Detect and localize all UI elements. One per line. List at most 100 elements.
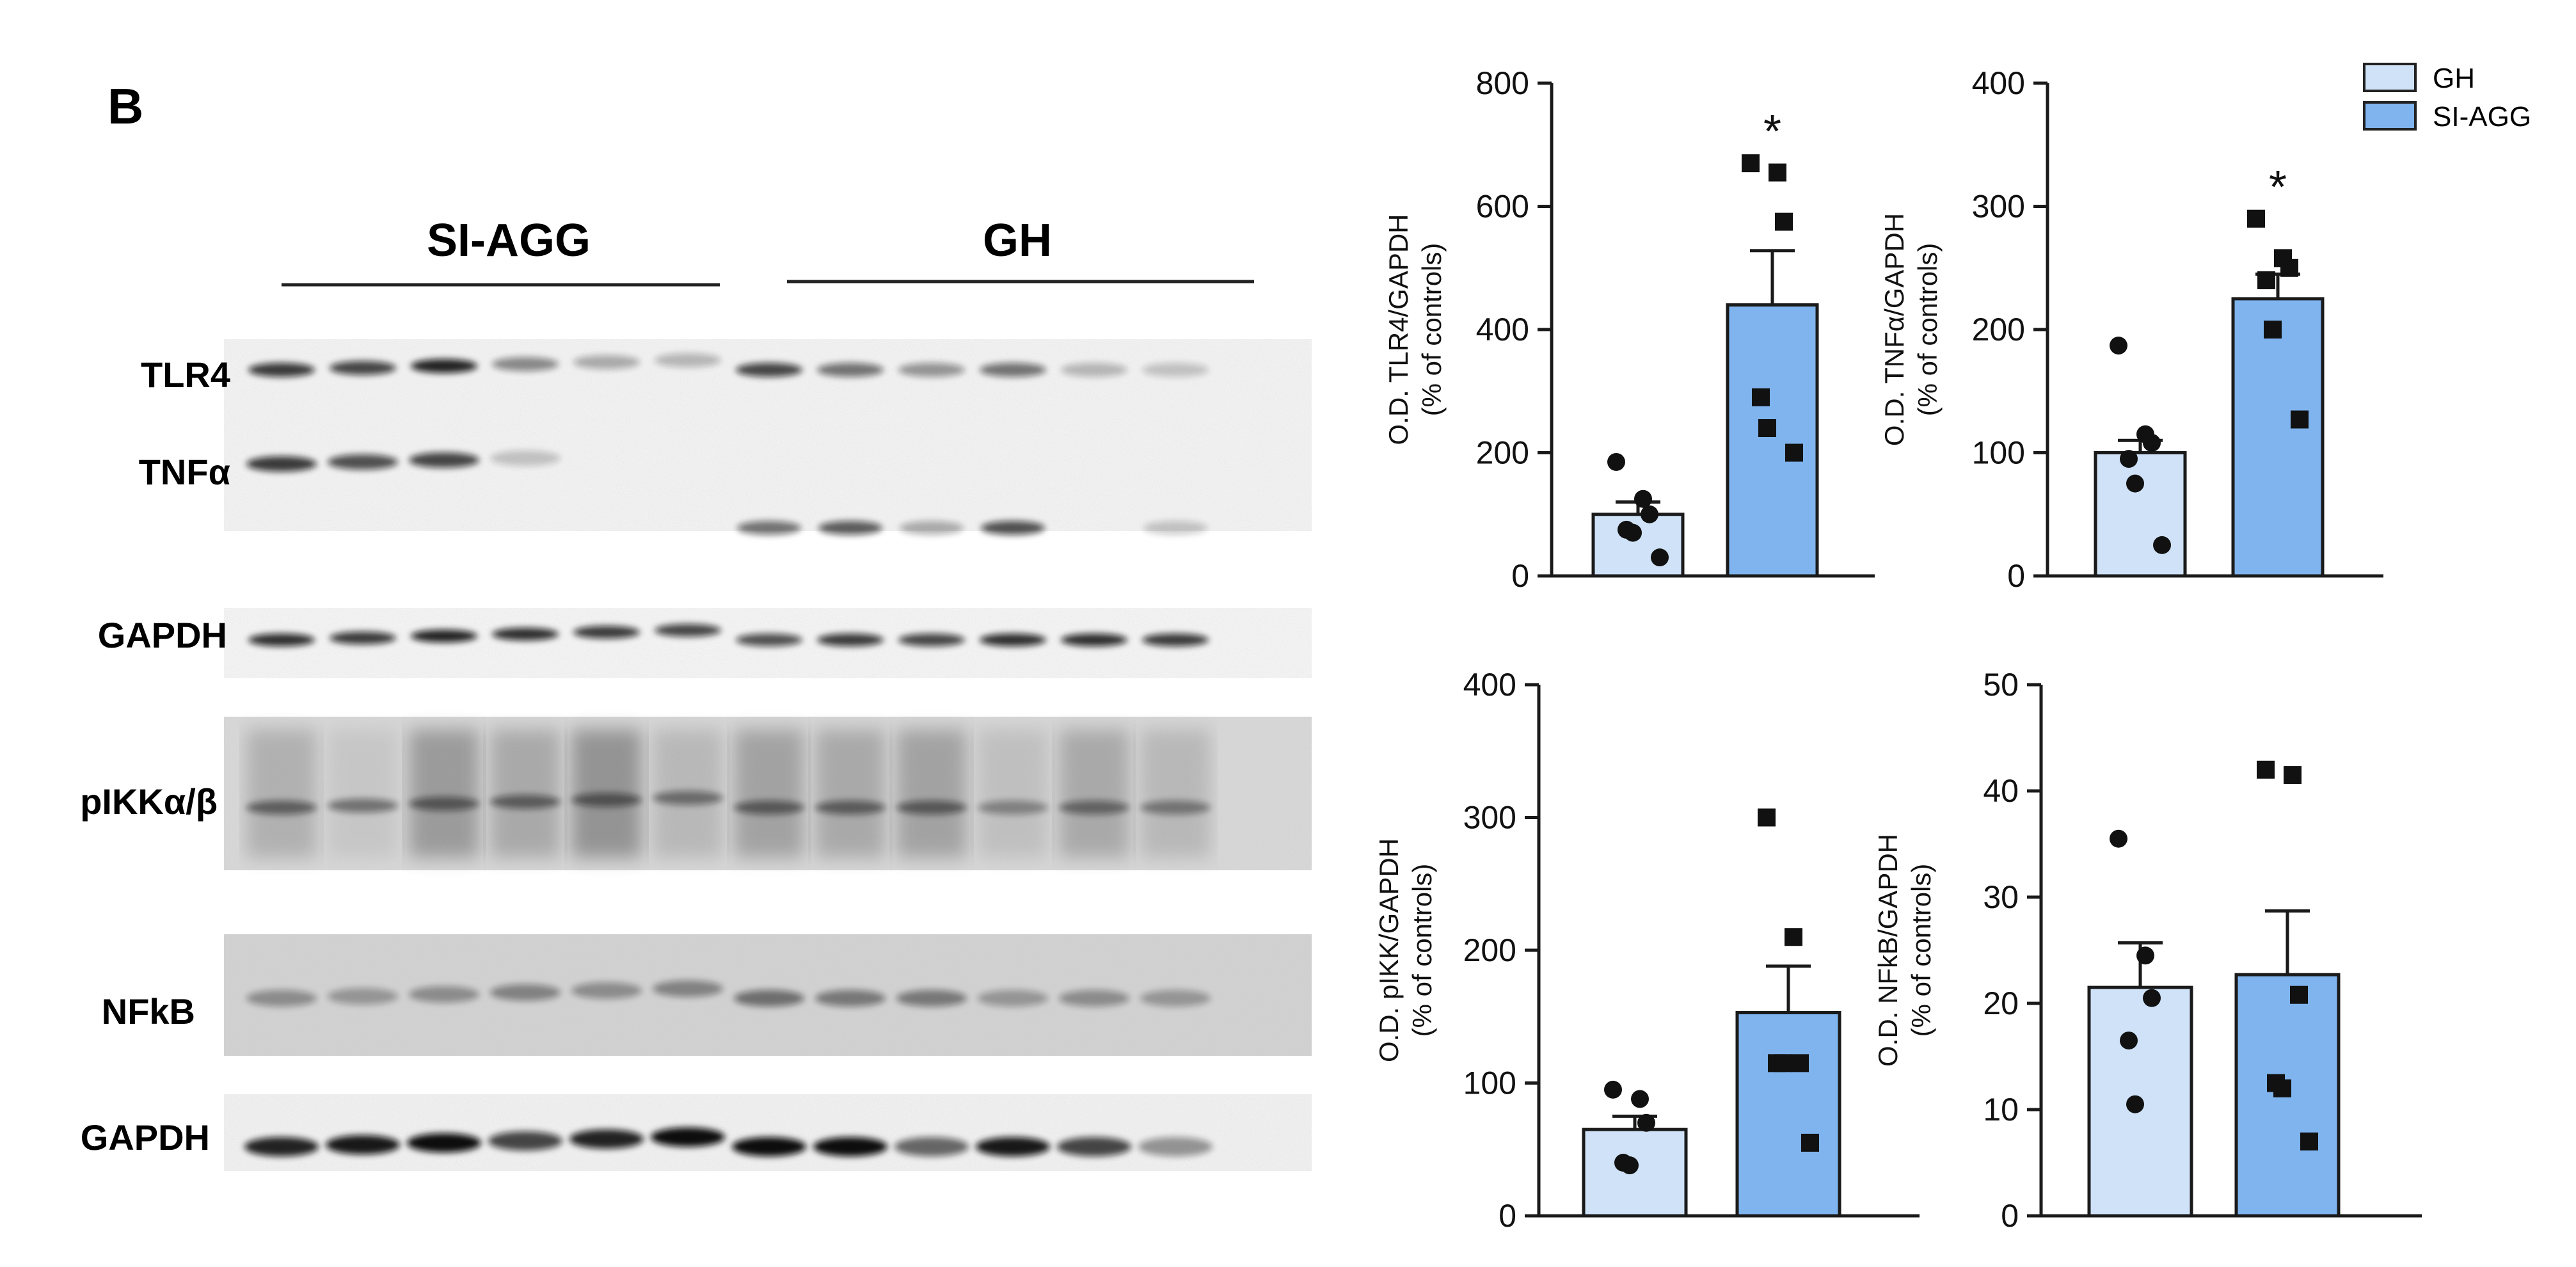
data-point xyxy=(1775,212,1793,231)
band-tnfa xyxy=(490,450,561,466)
data-point xyxy=(2110,337,2127,355)
band-gapdh-2 xyxy=(1138,1137,1212,1156)
y-tick-label: 800 xyxy=(1476,65,1529,101)
y-tick-label: 200 xyxy=(1463,932,1516,968)
band-tnfa xyxy=(737,521,801,535)
legend-swatch-siagg xyxy=(2363,101,2417,131)
band-pikk xyxy=(490,795,561,809)
bar-siagg xyxy=(1726,303,1819,578)
data-point xyxy=(2300,1132,2318,1151)
y-axis-label: O.D. TNFα/GAPDH (% of controls) xyxy=(1879,213,1943,446)
band-gapdh-2 xyxy=(488,1131,562,1151)
chart-4: 0 10 20 30 40 50 O.D. NFkB/GAPDH (% of controls… xyxy=(1873,667,2422,1234)
data-point xyxy=(2247,209,2265,228)
y-axis-label-line-2: (% of controls) xyxy=(1417,243,1447,417)
panel-letter: B xyxy=(107,78,143,134)
y-axis-label-line-1: O.D. NFkB/GAPDH xyxy=(1873,834,1903,1067)
band-gapdh-1 xyxy=(248,634,315,646)
band-tlr4 xyxy=(655,353,721,367)
data-point xyxy=(2143,989,2161,1007)
data-point xyxy=(2153,536,2171,554)
band-tlr4 xyxy=(980,363,1046,377)
data-point xyxy=(1634,490,1652,508)
y-axis-label-line-1: O.D. TLR4/GAPDH xyxy=(1383,214,1413,445)
data-point xyxy=(2284,766,2302,785)
y-axis-label-line-2: (% of controls) xyxy=(1407,864,1437,1037)
band-pikk xyxy=(978,801,1048,815)
chart-3: 0 100 200 300 400 O.D. pIKK/GAPDH (% of contro… xyxy=(1374,667,1920,1234)
data-point xyxy=(2273,1079,2291,1097)
data-point xyxy=(1651,548,1669,567)
y-tick-label: 300 xyxy=(1463,800,1516,836)
band-label-tlr4: TLR4 xyxy=(141,355,230,395)
band-nfkb xyxy=(734,990,804,1007)
band-pikk xyxy=(815,801,886,815)
legend-swatch-gh xyxy=(2363,63,2417,92)
band-pikk xyxy=(409,797,479,811)
y-tick-label: 600 xyxy=(1476,189,1529,225)
data-point xyxy=(2280,259,2298,277)
band-gapdh-2 xyxy=(894,1137,969,1156)
data-point xyxy=(1758,419,1776,437)
y-axis-label-line-1: O.D. TNFα/GAPDH xyxy=(1879,213,1909,446)
band-nfkb xyxy=(896,990,967,1007)
band-tlr4 xyxy=(898,363,965,377)
data-point xyxy=(2257,760,2275,779)
chart-2: 0 100 200 300 400 O.D. TNFα/GAPDH (% of contro… xyxy=(1879,65,2383,594)
y-tick-label: 0 xyxy=(2007,558,2025,594)
data-point xyxy=(1785,928,1802,946)
band-label-pikk: pIKKα/β xyxy=(80,781,218,822)
band-nfkb xyxy=(571,982,642,999)
band-gapdh-1 xyxy=(411,630,477,642)
data-point xyxy=(2120,1032,2138,1050)
y-tick-label: 50 xyxy=(1983,667,2019,703)
y-tick-label: 100 xyxy=(1972,435,2025,471)
band-tlr4 xyxy=(248,363,315,377)
y-axis-label-line-1: O.D. pIKK/GAPDH xyxy=(1374,838,1404,1062)
band-tlr4 xyxy=(573,355,640,369)
band-pikk xyxy=(896,801,967,815)
band-tlr4 xyxy=(411,359,477,373)
y-tick-label: 40 xyxy=(1983,773,2019,809)
y-axis-label-line-2: (% of controls) xyxy=(1912,243,1943,417)
band-tnfa xyxy=(328,454,398,470)
blot-image xyxy=(224,339,1312,1171)
band-pikk-smear xyxy=(978,729,1048,857)
legend: GH SI-AGG xyxy=(2363,63,2531,132)
band-gapdh-2 xyxy=(326,1135,400,1154)
band-tlr4 xyxy=(330,361,396,375)
band-pikk-smear xyxy=(1140,729,1211,857)
data-point xyxy=(2257,271,2275,289)
band-pikk xyxy=(1059,801,1129,815)
band-nfkb xyxy=(246,990,317,1007)
data-point xyxy=(1624,523,1642,542)
data-point xyxy=(2143,434,2161,452)
blot-strip-noise xyxy=(224,1094,1312,1171)
band-pikk xyxy=(734,801,804,815)
band-gapdh-1 xyxy=(1061,634,1127,646)
legend-label-gh: GH xyxy=(2433,63,2475,94)
band-nfkb xyxy=(328,988,398,1005)
y-tick-label: 30 xyxy=(1983,879,2019,915)
band-gapdh-1 xyxy=(1142,634,1209,646)
data-point xyxy=(1637,1113,1655,1132)
band-nfkb xyxy=(815,990,886,1007)
band-pikk-smear xyxy=(896,729,967,857)
band-nfkb xyxy=(1140,990,1211,1007)
band-gapdh-1 xyxy=(898,634,965,646)
data-point xyxy=(2126,1095,2144,1113)
data-point xyxy=(2126,474,2144,493)
band-nfkb xyxy=(490,984,561,1001)
band-gapdh-2 xyxy=(569,1129,644,1149)
band-gapdh-1 xyxy=(655,624,721,637)
y-tick-label: 400 xyxy=(1463,667,1516,703)
y-tick-label: 400 xyxy=(1972,65,2025,101)
band-tlr4 xyxy=(1142,363,1209,377)
legend-label-siagg: SI-AGG xyxy=(2433,101,2531,132)
y-tick-label: 10 xyxy=(1983,1092,2019,1128)
band-pikk xyxy=(246,801,317,815)
band-gapdh-2 xyxy=(976,1137,1050,1156)
band-nfkb xyxy=(409,986,479,1003)
band-gapdh-1 xyxy=(980,634,1046,646)
